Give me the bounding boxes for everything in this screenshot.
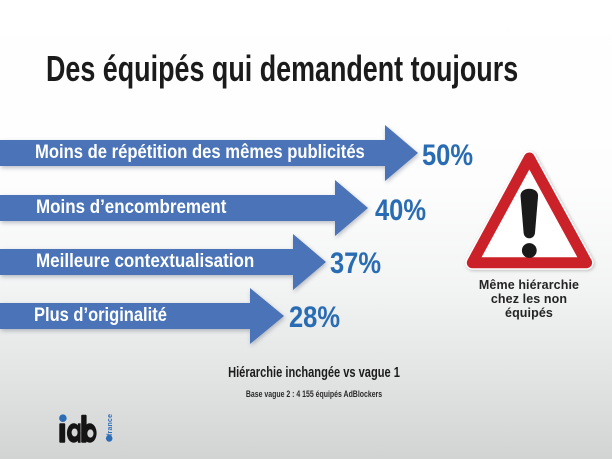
svg-text:france: france [107,414,114,436]
